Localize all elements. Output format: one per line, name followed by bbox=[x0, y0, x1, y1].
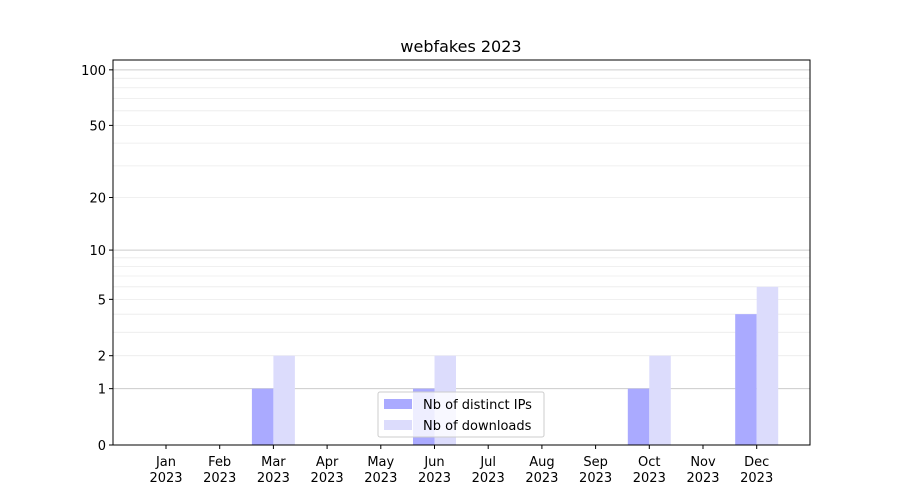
legend-box bbox=[377, 391, 545, 438]
bar-distinct-ips bbox=[251, 388, 274, 445]
legend-swatch-downloads bbox=[384, 420, 412, 430]
plot-frame bbox=[112, 59, 811, 446]
legend-label-downloads: Nb of downloads bbox=[423, 419, 532, 434]
y-tick-label: 20 bbox=[89, 192, 106, 207]
y-tick-label: 50 bbox=[89, 119, 106, 134]
bar-distinct-ips bbox=[627, 388, 650, 445]
x-tick-label: Jun 2023 bbox=[418, 455, 451, 486]
y-tick-label: 5 bbox=[98, 293, 106, 308]
bar-distinct-ips bbox=[735, 314, 757, 445]
x-tick-label: Feb 2023 bbox=[203, 455, 236, 486]
legend: Nb of distinct IPs Nb of downloads bbox=[377, 391, 545, 438]
x-tick-label: Apr 2023 bbox=[311, 455, 344, 486]
y-tick-label: 1 bbox=[98, 383, 106, 398]
x-tick-label: Jul 2023 bbox=[472, 455, 505, 486]
x-tick-label: Aug 2023 bbox=[525, 455, 558, 486]
x-tick-label: Mar 2023 bbox=[257, 455, 290, 486]
x-tick-label: May 2023 bbox=[364, 455, 397, 486]
chart-title: webfakes 2023 bbox=[400, 37, 521, 56]
x-tick-label: Jan 2023 bbox=[149, 455, 182, 486]
y-tick-label: 0 bbox=[98, 439, 106, 454]
x-tick-label: Oct 2023 bbox=[633, 455, 666, 486]
y-tick-label: 10 bbox=[89, 244, 106, 259]
x-tick-label: Nov 2023 bbox=[686, 455, 719, 486]
x-tick-label: Dec 2023 bbox=[740, 455, 773, 486]
bar-downloads bbox=[273, 355, 295, 445]
bar-downloads bbox=[649, 355, 671, 445]
y-tick-label: 100 bbox=[81, 64, 106, 79]
legend-swatch-ips bbox=[384, 399, 412, 409]
bar-downloads bbox=[756, 286, 779, 445]
legend-label-ips: Nb of distinct IPs bbox=[423, 398, 532, 413]
x-tick-label: Sep 2023 bbox=[579, 455, 612, 486]
y-tick-label: 2 bbox=[98, 350, 106, 365]
